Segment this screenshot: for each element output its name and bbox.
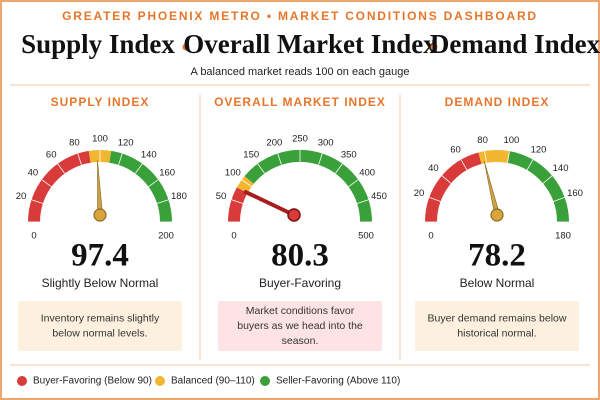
tick-label: 100 [503, 135, 519, 146]
tick-label: 120 [531, 145, 547, 156]
tick-mark [277, 153, 282, 166]
note-box [415, 301, 579, 351]
tick-mark [41, 179, 52, 188]
tick-label: 60 [450, 145, 461, 156]
tick-mark [429, 196, 441, 202]
note-text: Buyer demand remains below historical nor… [428, 312, 567, 339]
tick-mark [542, 175, 553, 184]
tick-label: 250 [292, 134, 308, 145]
tick-label: 180 [171, 191, 187, 202]
gauge-status: Slightly Below Normal [42, 276, 159, 290]
tick-mark [231, 199, 244, 204]
tick-mark [507, 151, 510, 163]
gauge-value: 80.3 [271, 238, 329, 274]
legend-swatch [155, 376, 165, 386]
gauge-band [28, 150, 91, 223]
eyebrow: GREATER PHOENIX METRO • MARKET CONDITION… [62, 9, 538, 23]
tick-label: 200 [266, 138, 282, 149]
needle-hub [93, 208, 107, 222]
tick-mark [441, 175, 452, 184]
gauge-value: 97.4 [71, 238, 129, 274]
tick-label: 40 [28, 168, 39, 179]
legend-swatch [260, 376, 270, 386]
tick-mark [241, 179, 252, 188]
note-text: Inventory remains slightly below normal l… [41, 312, 160, 339]
tick-mark [553, 196, 565, 202]
tick-mark [526, 159, 534, 171]
tick-mark [31, 199, 44, 204]
note-text: Market conditions favor buyers as we head… [237, 305, 363, 347]
tick-label: 0 [428, 231, 433, 242]
tick-mark [356, 199, 369, 204]
tick-label: 20 [414, 188, 425, 199]
tick-label: 140 [141, 149, 157, 160]
tick-label: 400 [359, 168, 375, 179]
gauge-status: Buyer-Favoring [259, 276, 341, 290]
tick-label: 160 [567, 188, 583, 199]
tick-mark [118, 153, 123, 166]
tick-label: 350 [341, 149, 357, 160]
tick-label: 40 [428, 163, 439, 174]
gauge-value: 78.2 [468, 238, 526, 274]
tick-mark [156, 199, 169, 204]
tick-mark [57, 163, 66, 174]
tick-mark [334, 163, 343, 174]
legend-swatch [17, 376, 27, 386]
panel-title: SUPPLY INDEX [51, 95, 150, 109]
tick-mark [318, 153, 323, 166]
separator-dot [182, 43, 190, 51]
needle-hub [490, 208, 504, 222]
tick-label: 80 [69, 138, 80, 149]
tick-mark [148, 179, 159, 188]
gauge-band [425, 152, 482, 223]
tick-label: 150 [243, 149, 259, 160]
tick-label: 20 [16, 191, 27, 202]
tick-mark [484, 151, 487, 163]
needle-hub [287, 208, 301, 222]
heading: Supply Index [21, 29, 175, 59]
tick-label: 50 [216, 191, 227, 202]
heading: Demand Index [430, 29, 600, 59]
tick-label: 300 [318, 138, 334, 149]
tick-label: 100 [92, 134, 108, 145]
tick-label: 80 [477, 135, 488, 146]
needle [243, 190, 296, 217]
subtitle: A balanced market reads 100 on each gaug… [191, 66, 410, 78]
tick-label: 500 [358, 231, 374, 242]
tick-label: 120 [118, 138, 134, 149]
note-box [18, 301, 182, 351]
tick-label: 200 [158, 231, 174, 242]
tick-label: 180 [555, 231, 571, 242]
note-box [218, 301, 382, 351]
tick-label: 60 [46, 149, 57, 160]
gauge-band [478, 150, 510, 165]
legend-label: Balanced (90–110) [171, 376, 255, 387]
tick-label: 140 [553, 163, 569, 174]
gauge-band [236, 176, 254, 194]
tick-label: 0 [31, 231, 36, 242]
heading: Overall Market Index [183, 29, 437, 59]
tick-mark [257, 163, 266, 174]
tick-label: 160 [159, 168, 175, 179]
tick-mark [134, 163, 143, 174]
tick-label: 100 [225, 168, 241, 179]
tick-mark [77, 153, 82, 166]
legend-label: Buyer-Favoring (Below 90) [33, 376, 152, 387]
tick-mark [460, 159, 468, 171]
legend-label: Seller-Favoring (Above 110) [276, 376, 400, 387]
panel-title: OVERALL MARKET INDEX [214, 95, 386, 109]
gauge-band [109, 150, 172, 223]
panel-title: DEMAND INDEX [445, 95, 550, 109]
gauge-status: Below Normal [460, 276, 535, 290]
gauge-band [228, 187, 248, 223]
separator-dot [430, 43, 438, 51]
tick-label: 0 [231, 231, 236, 242]
tick-mark [348, 179, 359, 188]
gauge-band [244, 150, 372, 223]
tick-label: 450 [371, 191, 387, 202]
